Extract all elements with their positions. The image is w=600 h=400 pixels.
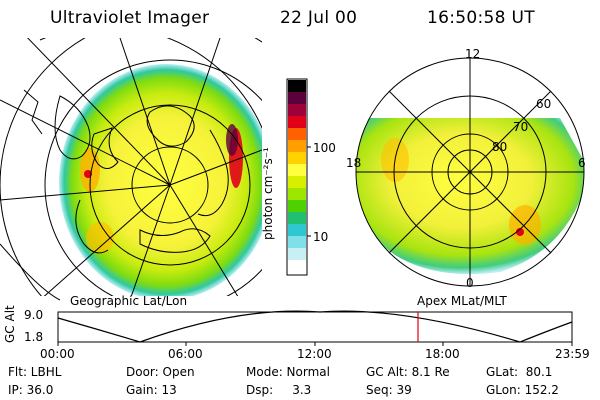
altitude-xtick-0600: 06:00 (168, 347, 203, 361)
altitude-curve (57, 310, 573, 343)
glon-info: GLon: 152.2 (486, 383, 559, 397)
gc-alt-info: GC Alt: 8.1 Re (366, 365, 450, 379)
geographic-map (0, 38, 262, 296)
dsp-info: Dsp: 3.3 (246, 383, 312, 397)
seq-info: Seq: 39 (366, 383, 412, 397)
mlat-mlt-plot (355, 57, 585, 287)
mlt-label-12: 12 (465, 47, 481, 61)
ip-info: IP: 36.0 (8, 383, 54, 397)
left-panel-label: Geographic Lat/Lon (70, 294, 188, 308)
date-label: 22 Jul 00 (280, 8, 358, 28)
right-panel-label: Apex MLat/MLT (417, 294, 507, 308)
altitude-xtick-1200: 12:00 (297, 347, 332, 361)
colorbar-unit-label: photon cm⁻²s⁻¹ (261, 147, 275, 240)
colorbar-tick-10: 10 (313, 230, 329, 244)
glat-info: GLat: 80.1 (486, 365, 553, 379)
altitude-ytick-bottom: 1.8 (24, 330, 44, 344)
mode-info: Mode: Normal (246, 365, 330, 379)
lat-label-60: 60 (536, 97, 552, 111)
altitude-ytick-top: 9.0 (24, 308, 44, 322)
altitude-axis-label: GC Alt (3, 305, 17, 343)
instrument-title: Ultraviolet Imager (50, 8, 210, 28)
time-label: 16:50:58 UT (427, 8, 535, 28)
colorbar-tick-100: 100 (313, 141, 336, 155)
altitude-xtick-1800: 18:00 (425, 347, 460, 361)
altitude-plot (57, 310, 573, 346)
mlt-label-6: 6 (578, 156, 586, 170)
altitude-xtick-0000: 00:00 (40, 347, 75, 361)
lat-label-80: 80 (492, 140, 508, 154)
altitude-xtick-2359: 23:59 (555, 347, 590, 361)
lat-label-70: 70 (513, 120, 529, 134)
colorbar (286, 78, 311, 276)
filter-info: Flt: LBHL (8, 365, 62, 379)
door-info: Door: Open (126, 365, 195, 379)
mlt-label-18: 18 (346, 156, 362, 170)
gain-info: Gain: 13 (126, 383, 177, 397)
mlt-label-0: 0 (466, 276, 474, 290)
